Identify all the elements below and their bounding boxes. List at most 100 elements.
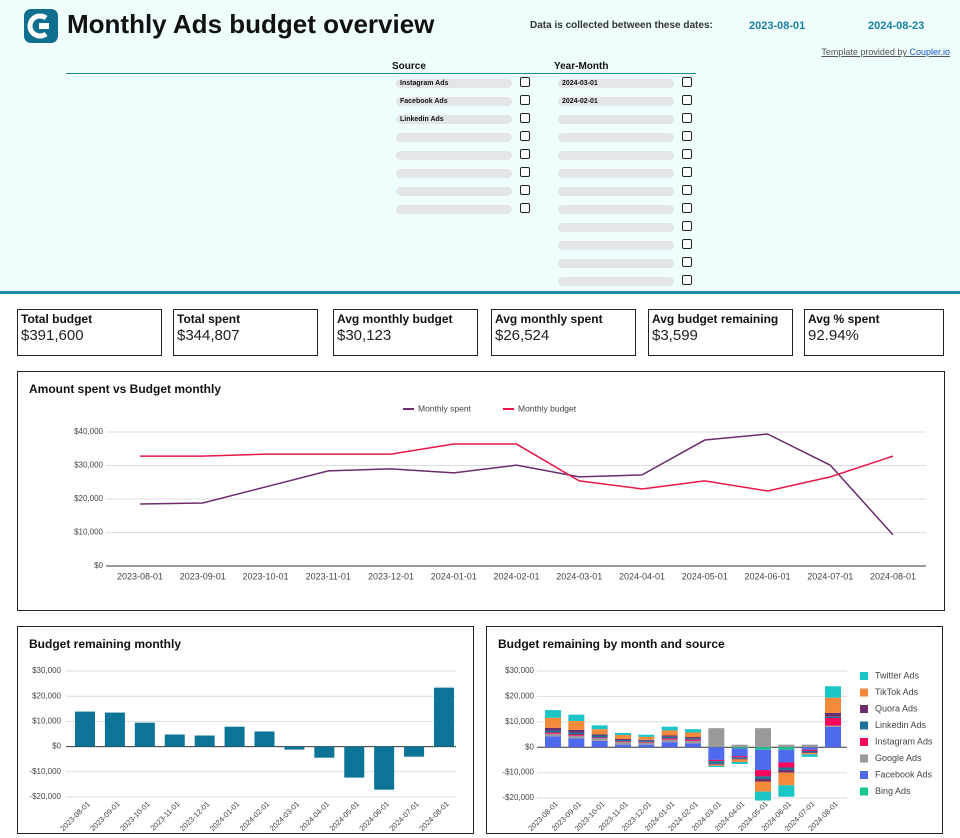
x-tick-label: 2023-09-01 <box>88 799 121 832</box>
y-tick-label: $40,000 <box>74 427 103 436</box>
bar-segment <box>568 714 585 722</box>
filter-option[interactable] <box>396 151 512 160</box>
filter-option[interactable] <box>558 205 674 214</box>
checkbox[interactable] <box>682 257 692 267</box>
chart-title: Amount spent vs Budget monthly <box>29 382 221 396</box>
filter-option[interactable] <box>558 151 674 160</box>
filter-option[interactable] <box>558 169 674 178</box>
bar-segment <box>755 778 771 782</box>
filter-option[interactable] <box>558 259 674 268</box>
bar-segment <box>661 738 678 740</box>
y-tick-label: $30,000 <box>32 666 61 675</box>
filter-option[interactable] <box>558 223 674 232</box>
checkbox[interactable] <box>682 149 692 159</box>
x-tick-label: 2023-12-01 <box>178 799 211 832</box>
filter-option[interactable]: Linkedin Ads <box>396 115 512 124</box>
checkbox[interactable] <box>520 131 530 141</box>
bar-segment <box>638 736 655 740</box>
x-tick-label: 2024-08-01 <box>870 571 916 581</box>
bar-segment <box>801 754 818 757</box>
bar-segment <box>778 767 795 771</box>
filter-option[interactable] <box>558 187 674 196</box>
filter-option[interactable] <box>396 169 512 178</box>
filter-option[interactable] <box>396 187 512 196</box>
x-tick-label: 2023-08-01 <box>58 799 91 832</box>
bar-segment <box>661 739 678 743</box>
filter-option[interactable] <box>558 115 674 124</box>
filter-option[interactable]: Instagram Ads <box>396 79 512 88</box>
checkbox[interactable] <box>520 203 530 213</box>
filter-option[interactable] <box>558 133 674 142</box>
filter-option[interactable] <box>558 241 674 250</box>
bar-segment <box>685 738 701 740</box>
bar-segment <box>731 744 748 748</box>
kpi-card: Avg monthly spent $26,524 <box>491 309 636 356</box>
checkbox[interactable] <box>520 77 530 87</box>
y-tick-label: $20,000 <box>505 692 534 701</box>
legend-swatch <box>860 738 868 746</box>
filter-option[interactable]: 2024-03-01 <box>558 79 674 88</box>
bar-segment <box>778 772 795 786</box>
checkbox[interactable] <box>682 167 692 177</box>
y-tick-label: $30,000 <box>505 666 534 675</box>
checkbox[interactable] <box>682 221 692 231</box>
bar-segment <box>661 735 678 737</box>
bar-segment <box>778 762 795 768</box>
bar-segment <box>825 716 841 718</box>
bar-segment <box>591 735 608 738</box>
legend-swatch <box>860 672 868 680</box>
y-tick-label: $20,000 <box>32 691 61 700</box>
checkbox[interactable] <box>682 185 692 195</box>
filter-option[interactable]: 2024-02-01 <box>558 97 674 106</box>
y-tick-label: $10,000 <box>32 717 61 726</box>
bar-segment <box>545 732 561 734</box>
legend-swatch <box>860 754 868 763</box>
credit-link[interactable]: Coupler.io <box>909 47 950 57</box>
bar-segment <box>568 729 585 733</box>
checkbox[interactable] <box>520 95 530 105</box>
y-tick-label: $0 <box>94 561 103 570</box>
checkbox[interactable] <box>520 167 530 177</box>
checkbox[interactable] <box>520 149 530 159</box>
checkbox[interactable] <box>682 275 692 285</box>
x-tick-label: 2024-01-01 <box>208 799 241 832</box>
bar-segment <box>685 743 701 748</box>
legend-label: Quora Ads <box>875 703 918 713</box>
bar <box>134 722 155 747</box>
bar <box>404 746 425 757</box>
checkbox[interactable] <box>682 203 692 213</box>
bar-segment <box>778 770 795 773</box>
y-tick-label: $0 <box>52 742 61 751</box>
y-tick-label: -$10,000 <box>29 767 61 776</box>
bar-segment <box>755 747 771 750</box>
kpi-label: Avg % spent <box>808 312 880 326</box>
checkbox[interactable] <box>682 239 692 249</box>
checkbox[interactable] <box>520 113 530 123</box>
filter-option[interactable] <box>396 133 512 142</box>
bar <box>75 711 95 747</box>
legend-label: Linkedin Ads <box>875 720 927 730</box>
filter-option[interactable] <box>558 277 674 286</box>
checkbox[interactable] <box>682 95 692 105</box>
checkbox[interactable] <box>682 113 692 123</box>
kpi-card: Avg budget remaining $3,599 <box>648 309 793 356</box>
bar-segment <box>731 757 748 759</box>
bar <box>194 735 215 747</box>
credit-text: Template provided by <box>821 47 907 57</box>
checkbox[interactable] <box>682 131 692 141</box>
chart-title: Budget remaining by month and source <box>498 637 725 651</box>
kpi-label: Total budget <box>21 312 93 326</box>
filter-option[interactable] <box>396 205 512 214</box>
bar <box>374 746 395 790</box>
checkbox[interactable] <box>682 77 692 87</box>
kpi-label: Avg monthly budget <box>337 312 453 326</box>
checkbox[interactable] <box>520 185 530 195</box>
bar <box>224 726 245 747</box>
bar-segment <box>778 749 795 763</box>
y-tick-label: $10,000 <box>505 717 534 726</box>
filter-option[interactable]: Facebook Ads <box>396 97 512 106</box>
legend-label: Google Ads <box>875 753 922 763</box>
x-tick-label: 2024-05-01 <box>682 571 728 581</box>
bar-segment <box>825 712 841 717</box>
bar-segment <box>731 748 748 757</box>
